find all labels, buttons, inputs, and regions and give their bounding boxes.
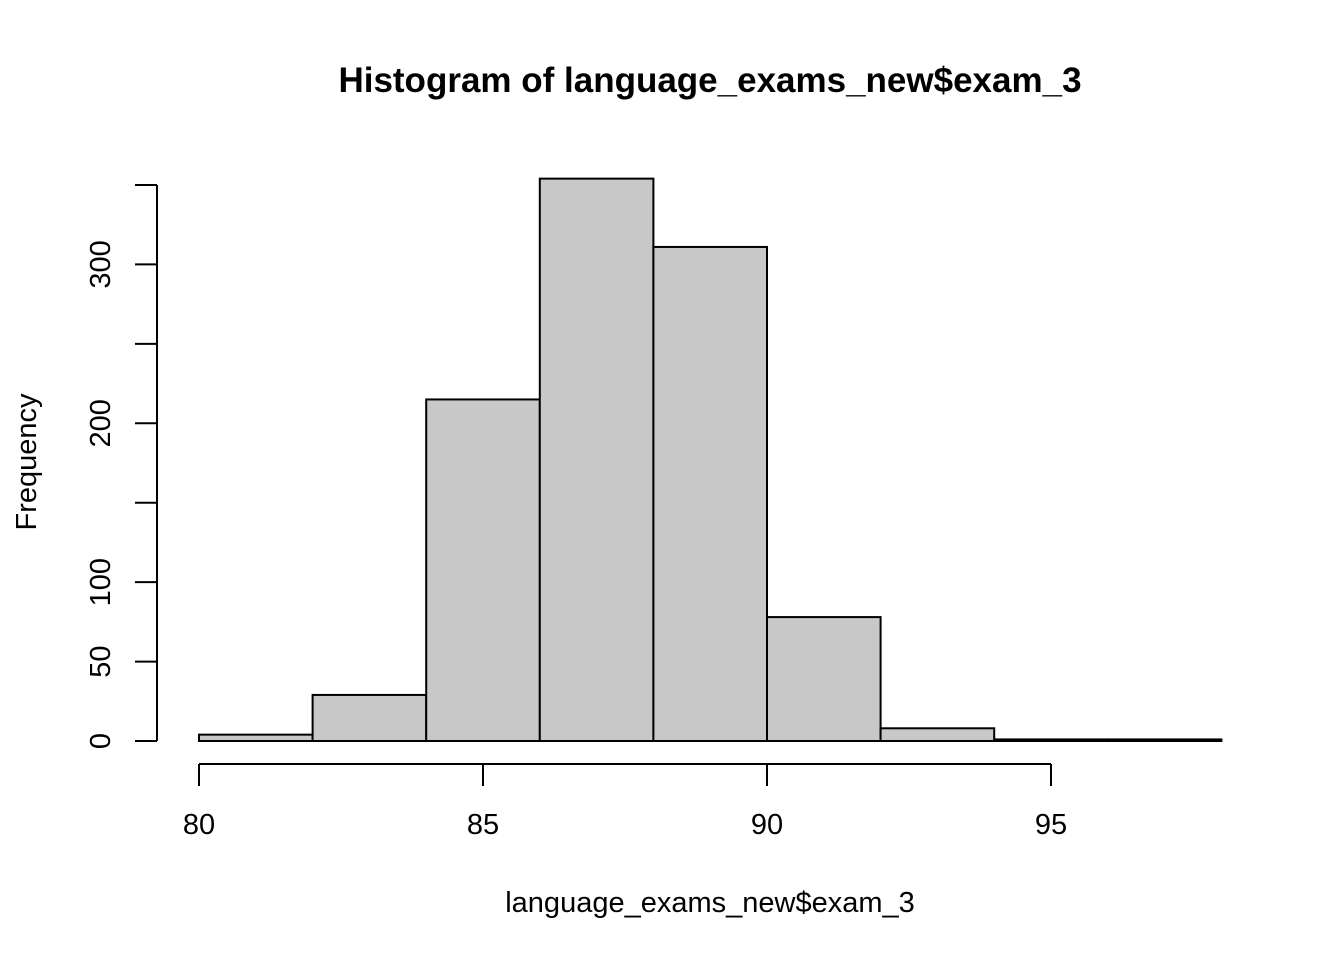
y-tick-label: 200 [85,399,117,447]
histogram-bar [1106,738,1223,742]
bars-group [198,177,1223,743]
chart-title: Histogram of language_exams_new$exam_3 [338,61,1081,100]
y-axis: 0 50 100 200 300 [85,183,158,749]
histogram-bar [198,733,314,743]
histogram-bar [766,616,882,742]
histogram-bar [311,693,428,743]
y-tick-label: 0 [85,733,117,749]
y-tick-label: 300 [85,240,117,288]
histogram-bar [538,177,655,742]
x-axis: 80 85 90 95 [183,763,1067,841]
x-tick-label: 90 [751,809,783,841]
y-tick-label: 100 [85,558,117,606]
histogram-bar [425,398,541,742]
y-axis-label: Frequency [11,393,43,531]
x-axis-label: language_exams_new$exam_3 [505,887,915,919]
histogram-bar [652,245,769,742]
y-tick-label: 50 [85,645,117,677]
histogram-bar [993,738,1109,742]
histogram-bar [879,727,996,742]
x-tick-label: 80 [183,809,215,841]
x-tick-label: 85 [467,809,499,841]
x-tick-label: 95 [1035,809,1067,841]
